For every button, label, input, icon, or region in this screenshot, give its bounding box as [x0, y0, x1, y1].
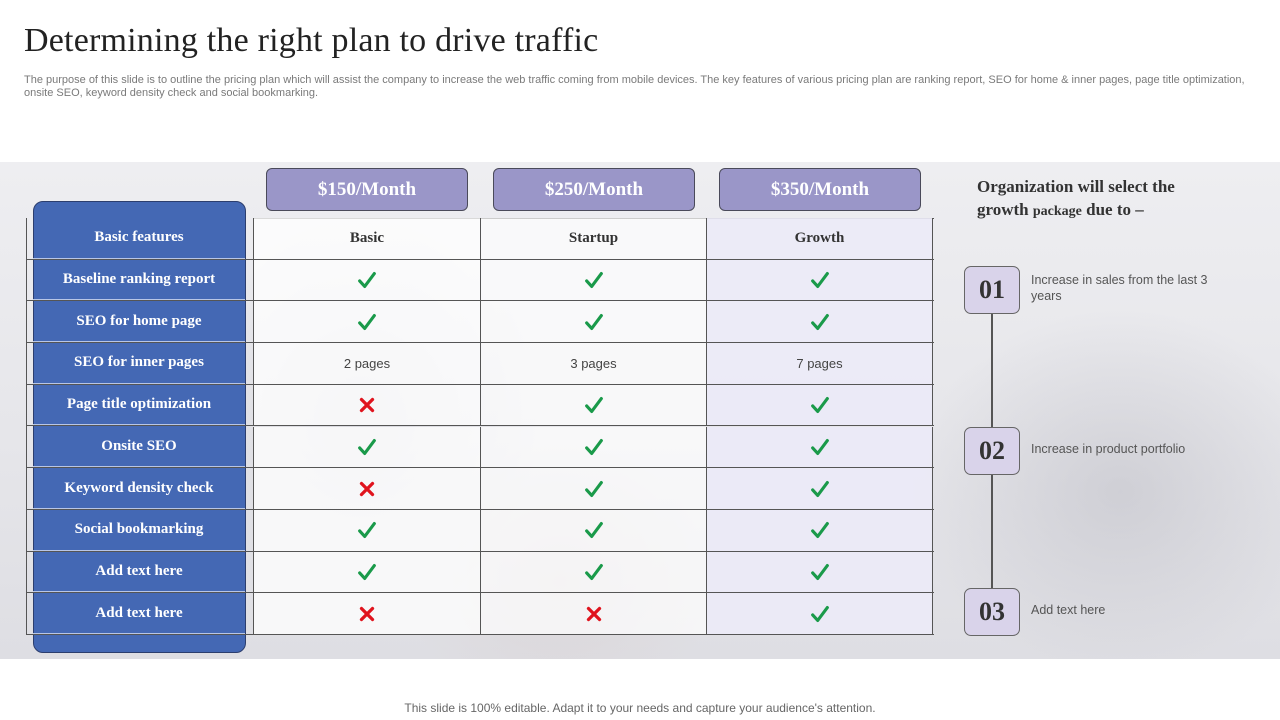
cell-growth [706, 593, 933, 634]
feature-label: Add text here [33, 552, 245, 593]
check-icon [584, 563, 603, 580]
feature-label: Page title optimization [33, 385, 245, 426]
cross-icon [359, 397, 375, 413]
cell-basic [253, 551, 480, 593]
cell-growth [706, 468, 933, 509]
cell-basic [253, 468, 480, 509]
cell-text: 3 pages [570, 355, 617, 371]
header-plan-basic: Basic [253, 218, 480, 259]
cell-startup [480, 593, 706, 634]
reason-text-3: Add text here [1031, 603, 1106, 617]
pricing-table: Basic features Basic Startup Growth Base… [26, 218, 934, 635]
cell-basic: 2 pages [253, 343, 480, 384]
feature-label: Onsite SEO [33, 427, 245, 468]
cell-basic [253, 426, 480, 468]
price-tab-basic: $150/Month [266, 168, 468, 211]
check-icon [810, 480, 829, 497]
cell-startup [480, 301, 706, 343]
cell-startup [480, 509, 706, 551]
cell-growth [706, 259, 933, 301]
cell-startup [480, 259, 706, 301]
header-feature: Basic features [33, 218, 245, 259]
side-heading: Organization will select the growth pack… [977, 175, 1217, 223]
reason-text-2: Increase in product portfolio [1031, 442, 1186, 456]
cell-growth [706, 301, 933, 343]
slide-title: Determining the right plan to drive traf… [24, 22, 599, 59]
check-icon [810, 313, 829, 330]
header-plan-growth: Growth [706, 218, 933, 259]
table-row: Baseline ranking report [26, 259, 934, 302]
cross-icon [359, 606, 375, 621]
reason-number-3: 03 [964, 588, 1020, 636]
feature-label: SEO for inner pages [33, 343, 245, 384]
side-heading-line2c: due to – [1081, 200, 1144, 219]
cell-growth [706, 426, 933, 468]
check-icon [584, 438, 603, 455]
cell-basic [253, 301, 480, 343]
footer-note: This slide is 100% editable. Adapt it to… [404, 701, 876, 715]
check-icon [358, 563, 376, 580]
feature-label: SEO for home page [33, 301, 245, 343]
check-icon [584, 480, 603, 497]
feature-label: Baseline ranking report [33, 260, 245, 301]
check-icon [810, 563, 829, 580]
check-icon [358, 438, 376, 455]
side-heading-line2b: package [1032, 204, 1082, 219]
check-icon [358, 313, 376, 330]
slide-subtitle: The purpose of this slide is to outline … [24, 74, 1245, 99]
cell-text: 7 pages [796, 355, 843, 371]
table-row: Social bookmarking [26, 509, 934, 552]
check-icon [358, 522, 376, 539]
cell-growth [706, 509, 933, 551]
header-plan-startup: Startup [480, 218, 706, 259]
cell-basic [253, 384, 480, 426]
cell-startup [480, 426, 706, 468]
feature-label: Keyword density check [33, 468, 245, 509]
table-row: Add text here [26, 551, 934, 594]
reason-text-1: Increase in sales from the last 3 years [1031, 273, 1208, 303]
cell-growth [706, 551, 933, 593]
cell-startup [480, 384, 706, 426]
cell-text: 2 pages [343, 355, 391, 371]
cell-startup: 3 pages [480, 343, 706, 384]
cell-startup [480, 468, 706, 509]
table-row: SEO for inner pages 2 pages 3 pages 7 pages [26, 343, 934, 385]
check-icon [810, 438, 829, 455]
cell-basic [253, 593, 480, 634]
price-tab-growth: $350/Month [719, 168, 921, 211]
feature-label: Social bookmarking [33, 510, 245, 551]
cross-icon [359, 481, 375, 496]
cell-growth: 7 pages [706, 343, 933, 384]
check-icon [584, 272, 603, 289]
cell-basic [253, 509, 480, 551]
table-row: Page title optimization [26, 384, 934, 427]
feature-column-background [33, 201, 246, 653]
table-header-row: Basic features Basic Startup Growth [26, 218, 934, 260]
check-icon [584, 522, 603, 539]
reason-number-1: 01 [964, 266, 1020, 314]
reason-number-2: 02 [964, 427, 1020, 475]
side-heading-line2a: growth [977, 200, 1033, 219]
check-icon [584, 397, 603, 414]
cell-startup [480, 551, 706, 593]
side-heading-line1: Organization will select the [977, 177, 1175, 196]
check-icon [584, 313, 603, 330]
check-icon [810, 522, 829, 539]
check-icon [810, 605, 829, 622]
table-row: Onsite SEO [26, 426, 934, 469]
table-row: Add text here [26, 593, 934, 635]
table-row: SEO for home page [26, 301, 934, 344]
price-tab-startup: $250/Month [493, 168, 695, 211]
table-row: Keyword density check [26, 468, 934, 510]
check-icon [358, 272, 376, 289]
cell-growth [706, 384, 933, 426]
check-icon [810, 397, 829, 414]
feature-label: Add text here [33, 593, 245, 634]
table-left-border [26, 218, 27, 635]
check-icon [810, 272, 829, 289]
cell-basic [253, 259, 480, 301]
cross-icon [586, 606, 601, 621]
